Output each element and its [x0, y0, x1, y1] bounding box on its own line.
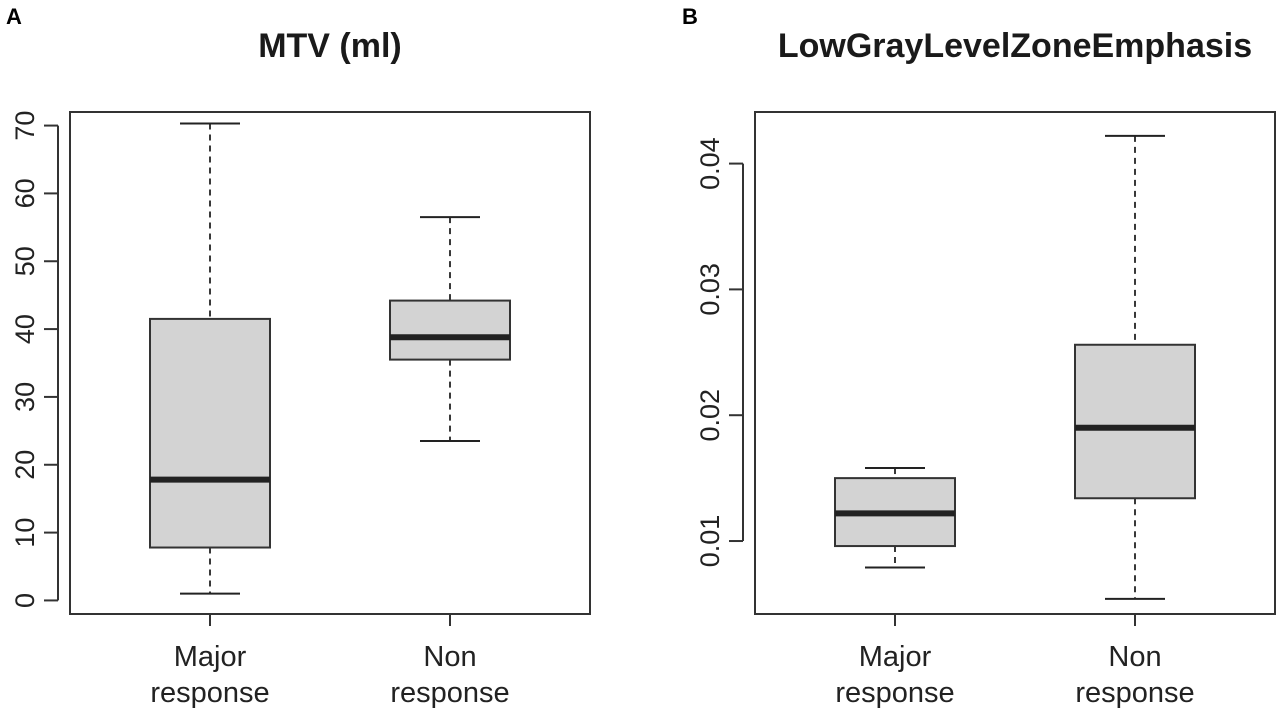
panel-b-label: B: [682, 4, 698, 29]
panel-b-y-tick-label: 0.04: [695, 137, 725, 190]
panel-b-title: LowGrayLevelZoneEmphasis: [778, 27, 1252, 65]
panel-b-category-label-line2: response: [835, 677, 954, 709]
panel-a-y-tick-label: 60: [10, 178, 40, 208]
panel-a-category-label-line2: response: [390, 677, 509, 709]
panel-b-plot-frame: [754, 111, 1276, 615]
panel-a-y-tick-label: 30: [10, 382, 40, 412]
panel-b-y-tick-label: 0.02: [695, 389, 725, 442]
panel-a-non-response-box: [389, 299, 511, 361]
panel-b-y-tick-label: 0.01: [695, 515, 725, 568]
panel-a-plot-frame: [69, 111, 591, 615]
panel-a-title: MTV (ml): [258, 27, 402, 65]
panel-a-category-label-line1: Non: [423, 641, 476, 673]
panel-a-y-tick-label: 20: [10, 450, 40, 480]
panel-a-y-tick-label: 70: [10, 111, 40, 141]
panel-a-category-label-line2: response: [150, 677, 269, 709]
panel-b-category-label-line1: Non: [1108, 641, 1161, 673]
panel-a-major-response-box: [149, 317, 271, 549]
panel-a-category-label-line1: Major: [174, 641, 247, 673]
panel-a-y-tick-label: 0: [10, 593, 40, 608]
panel-a-y-tick-label: 50: [10, 246, 40, 276]
panel-a-y-tick-label: 10: [10, 518, 40, 548]
panel-a-label: A: [6, 4, 22, 29]
panel-a-y-tick-label: 40: [10, 314, 40, 344]
panel-b-non-response-box: [1074, 343, 1196, 500]
panel-b-category-label-line2: response: [1075, 677, 1194, 709]
panel-b-y-tick-label: 0.03: [695, 263, 725, 316]
panel-b-category-label-line1: Major: [859, 641, 932, 673]
